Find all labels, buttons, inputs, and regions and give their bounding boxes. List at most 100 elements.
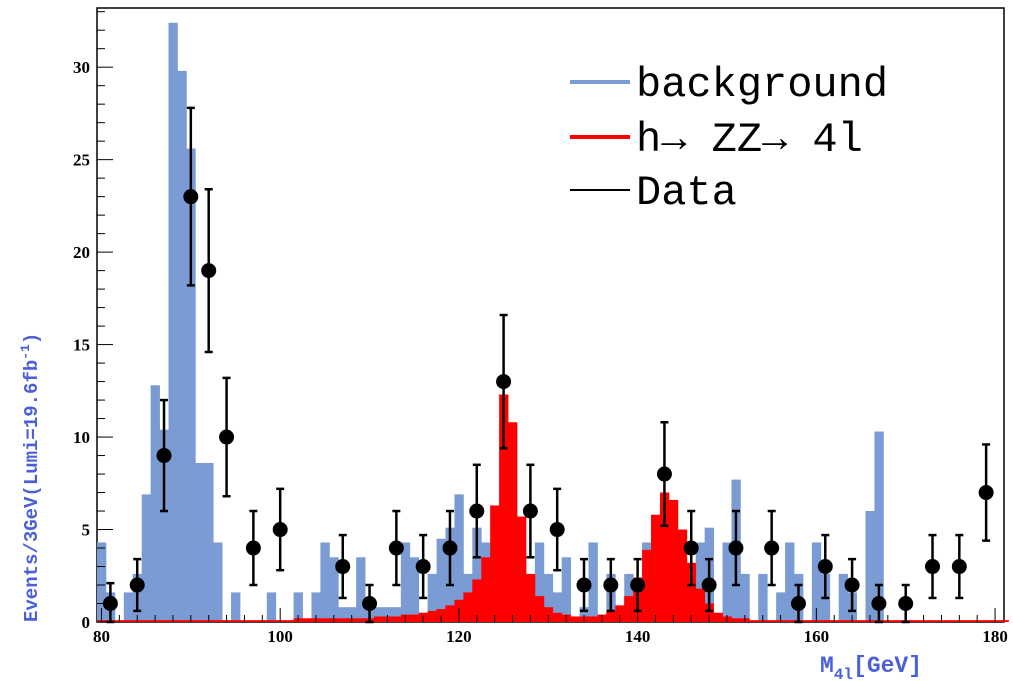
- data-point: [817, 559, 833, 575]
- signal-bar: [159, 620, 169, 622]
- data-point: [576, 577, 592, 593]
- background-bar: [785, 542, 795, 622]
- background-bar: [186, 148, 196, 623]
- background-bar: [427, 573, 437, 622]
- background-bar: [293, 592, 303, 622]
- signal-bar: [123, 620, 134, 622]
- signal-bar: [749, 620, 759, 622]
- signal-bar: [910, 620, 920, 622]
- data-point: [790, 596, 806, 612]
- background-bar: [123, 592, 134, 622]
- data-point: [335, 559, 351, 575]
- x-tick-label: 160: [804, 627, 830, 646]
- background-bar: [865, 511, 875, 622]
- legend-label-background: background: [636, 61, 888, 109]
- signal-bar: [356, 618, 366, 622]
- x-axis-label-subscript: 4l: [834, 666, 853, 681]
- signal-bar: [338, 618, 348, 622]
- signal-bar: [785, 620, 795, 622]
- signal-bar: [838, 620, 849, 622]
- legend-label-signal: h→ ZZ→ 4l: [636, 116, 863, 164]
- background-bar: [356, 557, 366, 622]
- background-bar: [811, 542, 822, 622]
- data-point: [272, 522, 288, 538]
- data-point: [978, 485, 994, 501]
- signal-bar: [570, 616, 580, 622]
- y-axis-label: Events/3GeV(Lumi=19.6fb-1): [18, 333, 43, 622]
- signal-bar: [141, 620, 152, 622]
- signal-bar: [231, 620, 241, 622]
- y-tick-label: 5: [82, 521, 91, 540]
- signal-bar: [695, 588, 706, 622]
- signal-bar: [704, 603, 714, 622]
- legend: background h→ ZZ→ 4l Data: [570, 61, 888, 217]
- signal-bar: [820, 620, 831, 622]
- signal-bar: [302, 618, 312, 622]
- background-bar: [454, 494, 464, 622]
- data-point: [925, 559, 941, 575]
- background-bar: [150, 385, 160, 622]
- background-bar: [543, 573, 554, 622]
- y-axis-label-main: Events/3GeV(Lumi=19.6fb: [21, 360, 43, 622]
- data-point: [844, 577, 860, 593]
- background-bar: [159, 429, 169, 622]
- signal-bar: [731, 618, 741, 622]
- data-point: [219, 429, 235, 445]
- background-bar: [391, 607, 402, 622]
- background-bar: [561, 557, 572, 622]
- signal-bar: [525, 573, 536, 622]
- background-bar: [552, 592, 563, 622]
- data-point: [469, 503, 485, 519]
- data-point: [871, 596, 887, 612]
- signal-bar: [588, 616, 598, 622]
- signal-bar: [659, 492, 670, 622]
- data-point: [362, 596, 378, 612]
- signal-bar: [856, 620, 866, 622]
- data-point: [388, 540, 404, 556]
- background-bar: [311, 592, 321, 622]
- signal-bar: [516, 516, 527, 622]
- signal-bar: [624, 596, 634, 622]
- signal-bar: [713, 612, 723, 622]
- data-point: [630, 577, 646, 593]
- legend-label-data: Data: [636, 169, 737, 217]
- y-tick-label: 15: [73, 336, 90, 355]
- data-point: [549, 522, 565, 538]
- background-bar: [204, 462, 214, 622]
- x-axis-label-unit: [GeV]: [853, 653, 922, 679]
- signal-bar: [195, 620, 205, 622]
- signal-bar: [391, 616, 402, 622]
- background-bar: [177, 70, 187, 622]
- signal-bar: [213, 620, 223, 622]
- signal-bar: [499, 394, 509, 622]
- x-tick-label: 80: [93, 627, 110, 646]
- data-point: [129, 577, 145, 593]
- background-bar: [695, 542, 706, 622]
- background-bar: [579, 607, 589, 622]
- data-point: [102, 596, 118, 612]
- signal-histogram: [97, 394, 1009, 622]
- signal-bar: [999, 620, 1009, 622]
- signal-bar: [642, 549, 652, 622]
- x-axis-label-main: M: [820, 653, 834, 679]
- background-bar: [213, 542, 223, 622]
- signal-bar: [963, 620, 974, 622]
- background-bar: [347, 607, 357, 622]
- background-bar: [338, 607, 348, 622]
- background-bar: [320, 542, 330, 622]
- signal-bar: [472, 579, 482, 622]
- x-tick-label: 140: [625, 627, 651, 646]
- background-bar: [97, 542, 107, 622]
- background-bar: [168, 22, 178, 623]
- signal-bar: [615, 605, 625, 622]
- data-point: [156, 448, 172, 464]
- signal-bar: [320, 618, 330, 622]
- signal-bar: [445, 605, 455, 622]
- background-bar: [588, 542, 598, 622]
- background-bar: [758, 573, 768, 622]
- signal-bar: [677, 529, 688, 622]
- y-axis-label-superscript: -1: [18, 344, 33, 360]
- signal-bar: [490, 505, 500, 622]
- signal-bar: [552, 612, 563, 622]
- signal-bar: [668, 499, 679, 622]
